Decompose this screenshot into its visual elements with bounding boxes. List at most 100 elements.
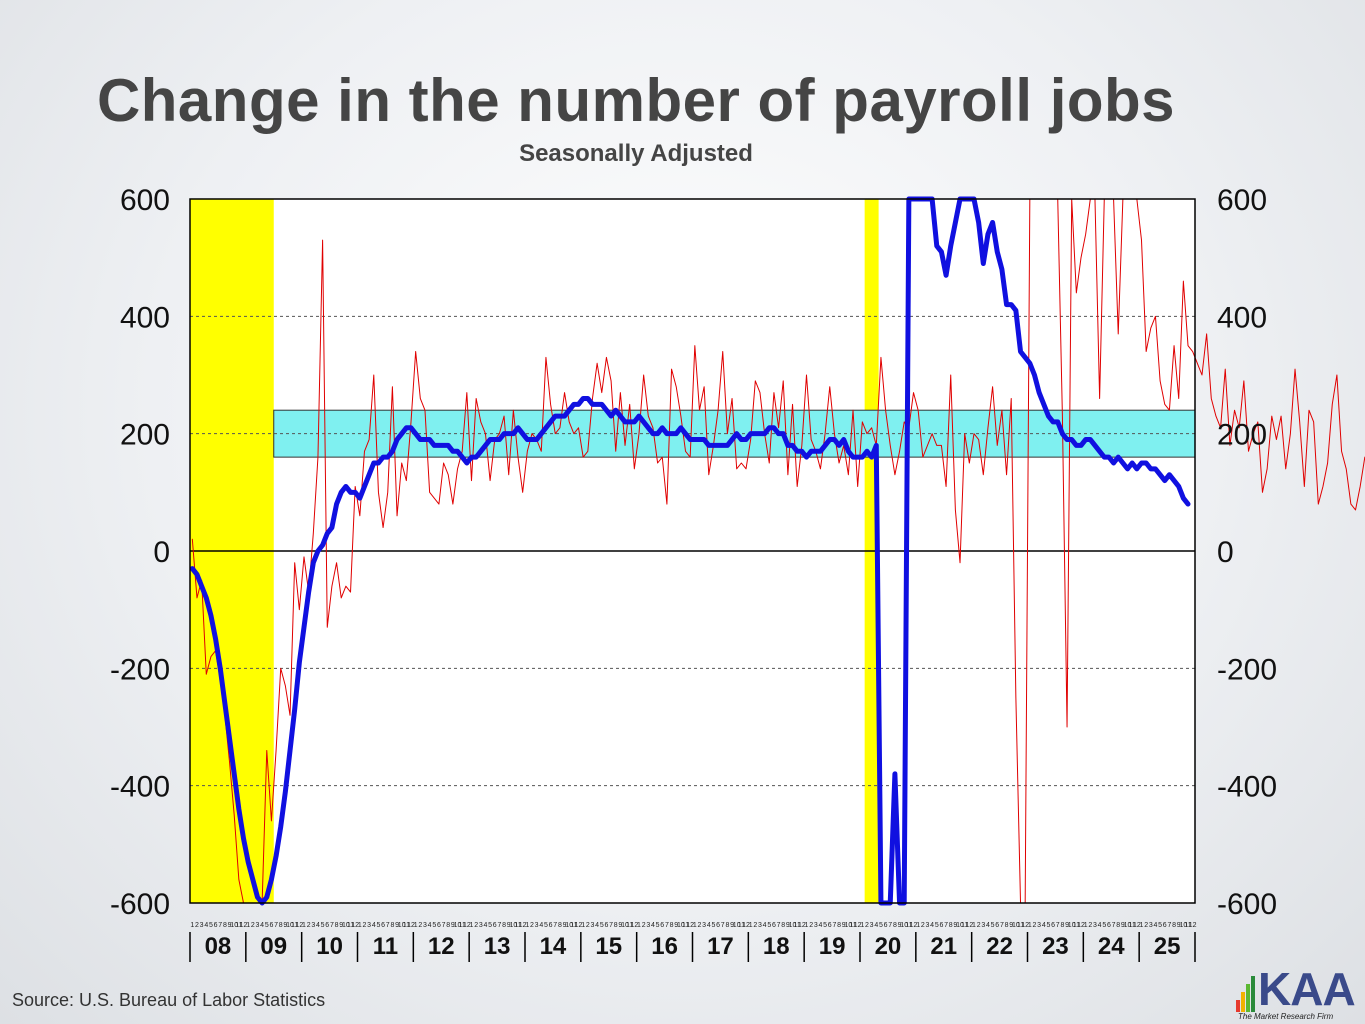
x-month-label: 4 (1042, 922, 1046, 929)
x-month-label: 8 (558, 922, 562, 929)
x-month-label: 6 (660, 922, 664, 929)
moving-average-line (189, 196, 1191, 906)
x-month-label: 6 (269, 922, 273, 929)
x-month-label: 10 (789, 922, 797, 929)
x-month-label: 1 (749, 922, 753, 929)
x-month-label: 7 (944, 922, 948, 929)
y-tick-label-right: -200 (1217, 653, 1277, 686)
x-month-label: 8 (390, 922, 394, 929)
x-year-label: 08 (205, 933, 232, 960)
x-month-label: 9 (1177, 922, 1181, 929)
y-tick-label-left: -200 (110, 653, 170, 686)
x-month-label: 7 (330, 922, 334, 929)
x-year-label: 14 (540, 933, 567, 960)
x-month-label: 6 (1051, 922, 1055, 929)
x-month-label: 3 (646, 922, 650, 929)
x-month-label: 1 (1028, 922, 1032, 929)
x-month-label: 10 (1124, 922, 1132, 929)
x-month-label: 10 (844, 922, 852, 929)
x-month-label: 2 (1144, 922, 1148, 929)
x-month-label: 2 (363, 922, 367, 929)
x-month-label: 5 (376, 922, 380, 929)
x-month-label: 10 (398, 922, 406, 929)
x-month-label: 9 (339, 922, 343, 929)
x-month-label: 8 (1172, 922, 1176, 929)
x-month-label: 11 (738, 922, 745, 929)
x-month-label: 8 (949, 922, 953, 929)
x-month-label: 8 (670, 922, 674, 929)
x-month-label: 12 (742, 922, 750, 929)
x-month-label: 6 (604, 922, 608, 929)
x-month-label: 6 (884, 922, 888, 929)
x-year-label: 21 (930, 933, 957, 960)
x-month-label: 4 (372, 922, 376, 929)
x-month-label: 5 (879, 922, 883, 929)
x-month-label: 9 (1065, 922, 1069, 929)
x-month-label: 11 (626, 922, 633, 929)
x-month-label: 2 (195, 922, 199, 929)
x-month-label: 11 (849, 922, 856, 929)
x-month-label: 11 (459, 922, 466, 929)
x-month-label: 3 (479, 922, 483, 929)
x-month-label: 7 (888, 922, 892, 929)
source-note: Source: U.S. Bureau of Labor Statistics (12, 990, 326, 1010)
x-month-label: 11 (403, 922, 410, 929)
x-year-label: 10 (316, 933, 343, 960)
x-month-label: 11 (1184, 922, 1191, 929)
x-month-label: 2 (586, 922, 590, 929)
x-year-label: 22 (986, 933, 1013, 960)
x-month-label: 6 (1163, 922, 1167, 929)
x-month-label: 11 (235, 922, 242, 929)
logo-bars-icon (1236, 972, 1258, 1012)
x-month-label: 3 (702, 922, 706, 929)
y-tick-label-right: -400 (1217, 771, 1277, 804)
x-month-label: 4 (986, 922, 990, 929)
x-month-label: 5 (544, 922, 548, 929)
chart-title: Change in the number of payroll jobs (96, 67, 1176, 134)
x-month-label: 5 (823, 922, 827, 929)
x-month-label: 7 (442, 922, 446, 929)
logo-tagline: The Market Research Firm (1238, 1012, 1334, 1021)
x-month-label: 5 (935, 922, 939, 929)
x-month-label: 12 (463, 922, 471, 929)
x-month-label: 3 (367, 922, 371, 929)
x-month-label: 3 (926, 922, 930, 929)
x-month-label: 2 (530, 922, 534, 929)
x-month-label: 10 (733, 922, 741, 929)
x-month-label: 5 (656, 922, 660, 929)
x-month-label: 4 (260, 922, 264, 929)
x-year-label: 18 (763, 933, 790, 960)
y-tick-label-left: -600 (110, 888, 170, 921)
x-month-label: 1 (860, 922, 864, 929)
x-year-label: 13 (484, 933, 511, 960)
x-month-label: 7 (1000, 922, 1004, 929)
x-month-label: 3 (535, 922, 539, 929)
x-month-label: 4 (316, 922, 320, 929)
x-month-label: 9 (1009, 922, 1013, 929)
y-tick-label-left: -400 (110, 771, 170, 804)
x-month-label: 4 (763, 922, 767, 929)
x-month-label: 12 (965, 922, 973, 929)
x-year-label: 16 (651, 933, 678, 960)
x-month-label: 7 (609, 922, 613, 929)
x-month-label: 4 (483, 922, 487, 929)
x-month-label: 10 (1179, 922, 1187, 929)
x-month-label: 12 (575, 922, 583, 929)
y-tick-label-left: 600 (120, 184, 170, 217)
x-month-label: 1 (693, 922, 697, 929)
x-month-label: 4 (539, 922, 543, 929)
x-month-label: 2 (1033, 922, 1037, 929)
x-month-label: 8 (335, 922, 339, 929)
x-month-label: 3 (1037, 922, 1041, 929)
x-year-label: 17 (707, 933, 734, 960)
y-tick-label-right: 0 (1217, 536, 1234, 569)
x-month-label: 11 (347, 922, 354, 929)
x-month-label: 3 (591, 922, 595, 929)
x-month-label: 12 (798, 922, 806, 929)
x-month-label: 8 (223, 922, 227, 929)
x-month-label: 7 (1167, 922, 1171, 929)
x-month-label: 8 (1060, 922, 1064, 929)
x-month-label: 2 (307, 922, 311, 929)
x-month-label: 6 (325, 922, 329, 929)
